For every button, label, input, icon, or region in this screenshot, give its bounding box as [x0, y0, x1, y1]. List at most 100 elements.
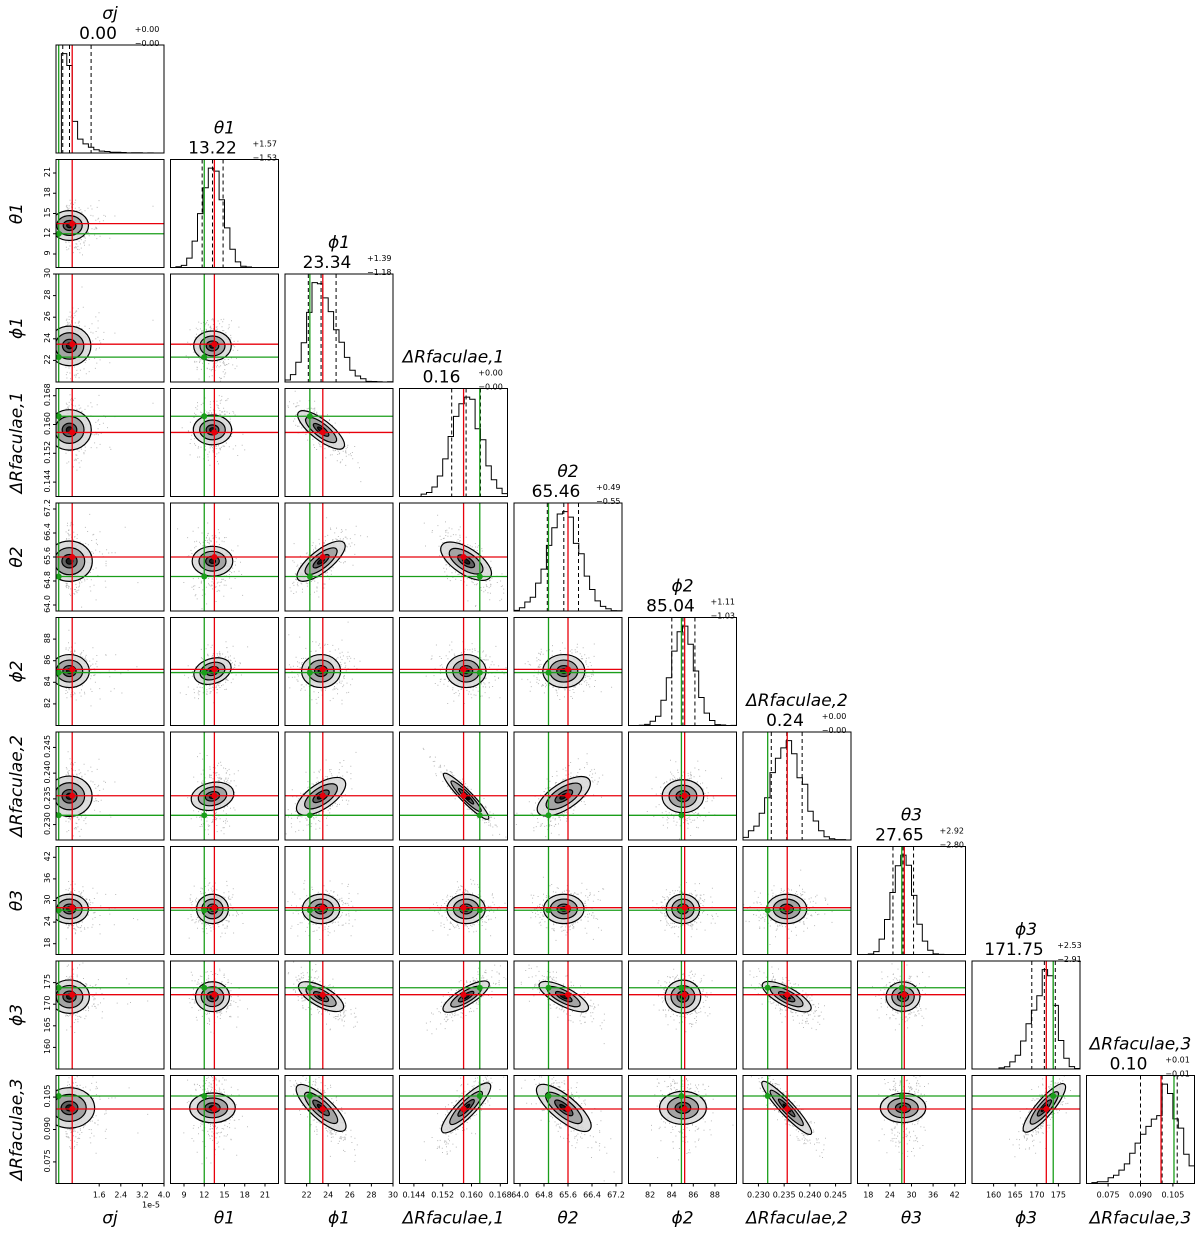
panel-phi_1-vs-theta_1: [170, 273, 279, 383]
panel-frame: [284, 617, 394, 726]
truth-red-point: [319, 554, 326, 560]
title-symbol-theta_1: θ1: [214, 119, 235, 139]
ytick-label-phi_1-0: 22: [43, 354, 52, 364]
histogram-dR_faculae_3: [1086, 1083, 1195, 1184]
xtick-label-phi_2-1: 84: [667, 1191, 677, 1200]
panel-dR_faculae_1-vs-theta_1: [170, 388, 279, 497]
xtick-label-sigma_j-3: 4.0: [158, 1191, 171, 1200]
xlabel-sigma_j: σj: [102, 1209, 118, 1229]
truth-red-point: [69, 904, 76, 911]
title-symbol-theta_2: θ2: [557, 462, 578, 482]
ytick-label-theta_2-0: 64.0: [43, 595, 52, 613]
title-minus-phi_1: −1.18: [367, 268, 392, 277]
ytick-label-theta_1-0: 9: [43, 250, 52, 255]
panel-phi_3-vs-phi_2: [628, 960, 737, 1070]
ytick-label-theta_2-1: 64.8: [43, 571, 52, 589]
panel-phi_2-vs-theta_2: [513, 617, 623, 726]
xtick-label-phi_3-3: 175: [1051, 1191, 1066, 1200]
panel-frame: [399, 388, 508, 497]
title-minus-theta_1: −1.53: [253, 154, 278, 163]
panel-theta_3-vs-phi_1: [284, 846, 394, 955]
truth-red-point: [681, 792, 688, 799]
panel-frame: [170, 388, 279, 497]
ytick-label-phi_2-0: 82: [43, 698, 52, 708]
panel-frame: [742, 846, 852, 955]
panel-theta_3-vs-theta_2: [513, 846, 623, 955]
panel-frame: [971, 1075, 1081, 1184]
xtick-label-dR_faculae_1-3: 0.168: [489, 1191, 512, 1200]
ytick-label-phi_3-3: 175: [43, 974, 52, 989]
xtick-label-dR_faculae_1-0: 0.144: [402, 1191, 425, 1200]
histogram-phi_1: [284, 282, 394, 383]
panel-phi_2-vs-sigma_j: 82 84 86 88 ϕ2: [7, 617, 165, 726]
panel-theta_2-vs-theta_1: [170, 502, 279, 612]
truth-red-point: [211, 429, 218, 436]
panel-frame: [399, 1075, 508, 1184]
xtick-label-dR_faculae_2-0: 0.230: [747, 1191, 770, 1200]
panel-frame: [170, 502, 279, 612]
truth-red-point: [901, 991, 908, 998]
panel-dR_faculae_2-vs-phi_1: [284, 731, 394, 841]
truth-green-point: [476, 984, 483, 991]
truth-green-point: [764, 907, 771, 914]
ytick-label-dR_faculae_3-1: 0.090: [43, 1117, 52, 1140]
title-minus-phi_2: −1.03: [711, 612, 736, 621]
title-plus-theta_2: +0.49: [596, 483, 621, 492]
xtick-label-phi_1-4: 30: [388, 1191, 398, 1200]
panel-phi_2-vs-dR_faculae_1: [399, 617, 508, 726]
title-plus-phi_2: +1.11: [711, 598, 736, 607]
panel-frame: [399, 731, 508, 841]
xlabel-theta_3: θ3: [901, 1209, 922, 1229]
truth-green-point: [201, 984, 208, 991]
panel-frame: [971, 960, 1081, 1070]
title-symbol-dR_faculae_3: ΔRfaculae,3: [1088, 1035, 1192, 1055]
title-minus-sigma_j: −0.00: [135, 39, 160, 48]
truth-red-point: [69, 429, 76, 436]
truth-red-point: [681, 904, 688, 911]
ytick-label-phi_2-1: 84: [43, 676, 52, 686]
truth-green-point: [306, 1093, 313, 1100]
xtick-label-theta_1-4: 21: [260, 1191, 270, 1200]
panel-frame: [742, 960, 852, 1070]
title-minus-dR_faculae_2: −0.00: [822, 726, 847, 735]
truth-red-point: [460, 1105, 467, 1112]
truth-red-point: [319, 429, 326, 436]
truth-green-point: [306, 984, 313, 991]
xtick-label-dR_faculae_2-3: 0.245: [824, 1191, 847, 1200]
xtick-label-phi_2-0: 82: [645, 1191, 655, 1200]
truth-red-point: [460, 792, 467, 799]
panel-dR_faculae_2-vs-theta_2: [513, 731, 623, 841]
panel-theta_1-vs-sigma_j: 9 12 15 18 21 θ1: [7, 159, 165, 268]
xtick-label-theta_3-0: 18: [863, 1191, 873, 1200]
ytick-label-phi_1-4: 30: [43, 268, 52, 278]
title-plus-dR_faculae_3: +0.01: [1165, 1056, 1190, 1065]
truth-green-point: [55, 812, 62, 819]
panel-theta_3-vs-sigma_j: 18 24 30 36 42 θ3: [7, 846, 165, 955]
truth-green-point: [545, 984, 552, 991]
xtick-label-theta_2-0: 64.0: [511, 1191, 529, 1200]
truth-green-point: [545, 1093, 552, 1100]
panel-frame: [857, 960, 966, 1070]
panel-phi_3-vs-sigma_j: 160 165 170 175 ϕ3: [7, 960, 165, 1070]
histogram-theta_1: [170, 167, 279, 268]
truth-green-point: [201, 354, 208, 361]
xtick-label-theta_1-1: 12: [199, 1191, 209, 1200]
truth-red-point: [211, 341, 218, 348]
truth-red-point: [69, 991, 76, 998]
xlabel-dR_faculae_1: ΔRfaculae,1: [401, 1209, 505, 1229]
panel-dR_faculae_3-vs-phi_2: 82 84 86 88 ϕ2: [628, 1075, 737, 1229]
ytick-label-dR_faculae_2-1: 0.235: [43, 786, 52, 809]
panel-theta_3-vs-dR_faculae_2: [742, 846, 852, 955]
truth-red-point: [460, 991, 467, 998]
xtick-label-phi_1-2: 26: [345, 1191, 355, 1200]
truth-red-point: [69, 341, 76, 348]
xtick-label-theta_2-1: 64.8: [535, 1191, 553, 1200]
ytick-label-dR_faculae_1-1: 0.152: [43, 441, 52, 464]
panel-frame: [55, 731, 165, 841]
panel-dR_faculae_3-vs-phi_3: 160 165 170 175 ϕ3: [971, 1075, 1081, 1229]
ytick-label-dR_faculae_3-2: 0.105: [43, 1085, 52, 1108]
scatter-phi_1-theta_1: [185, 313, 240, 382]
truth-red-point: [319, 792, 326, 799]
